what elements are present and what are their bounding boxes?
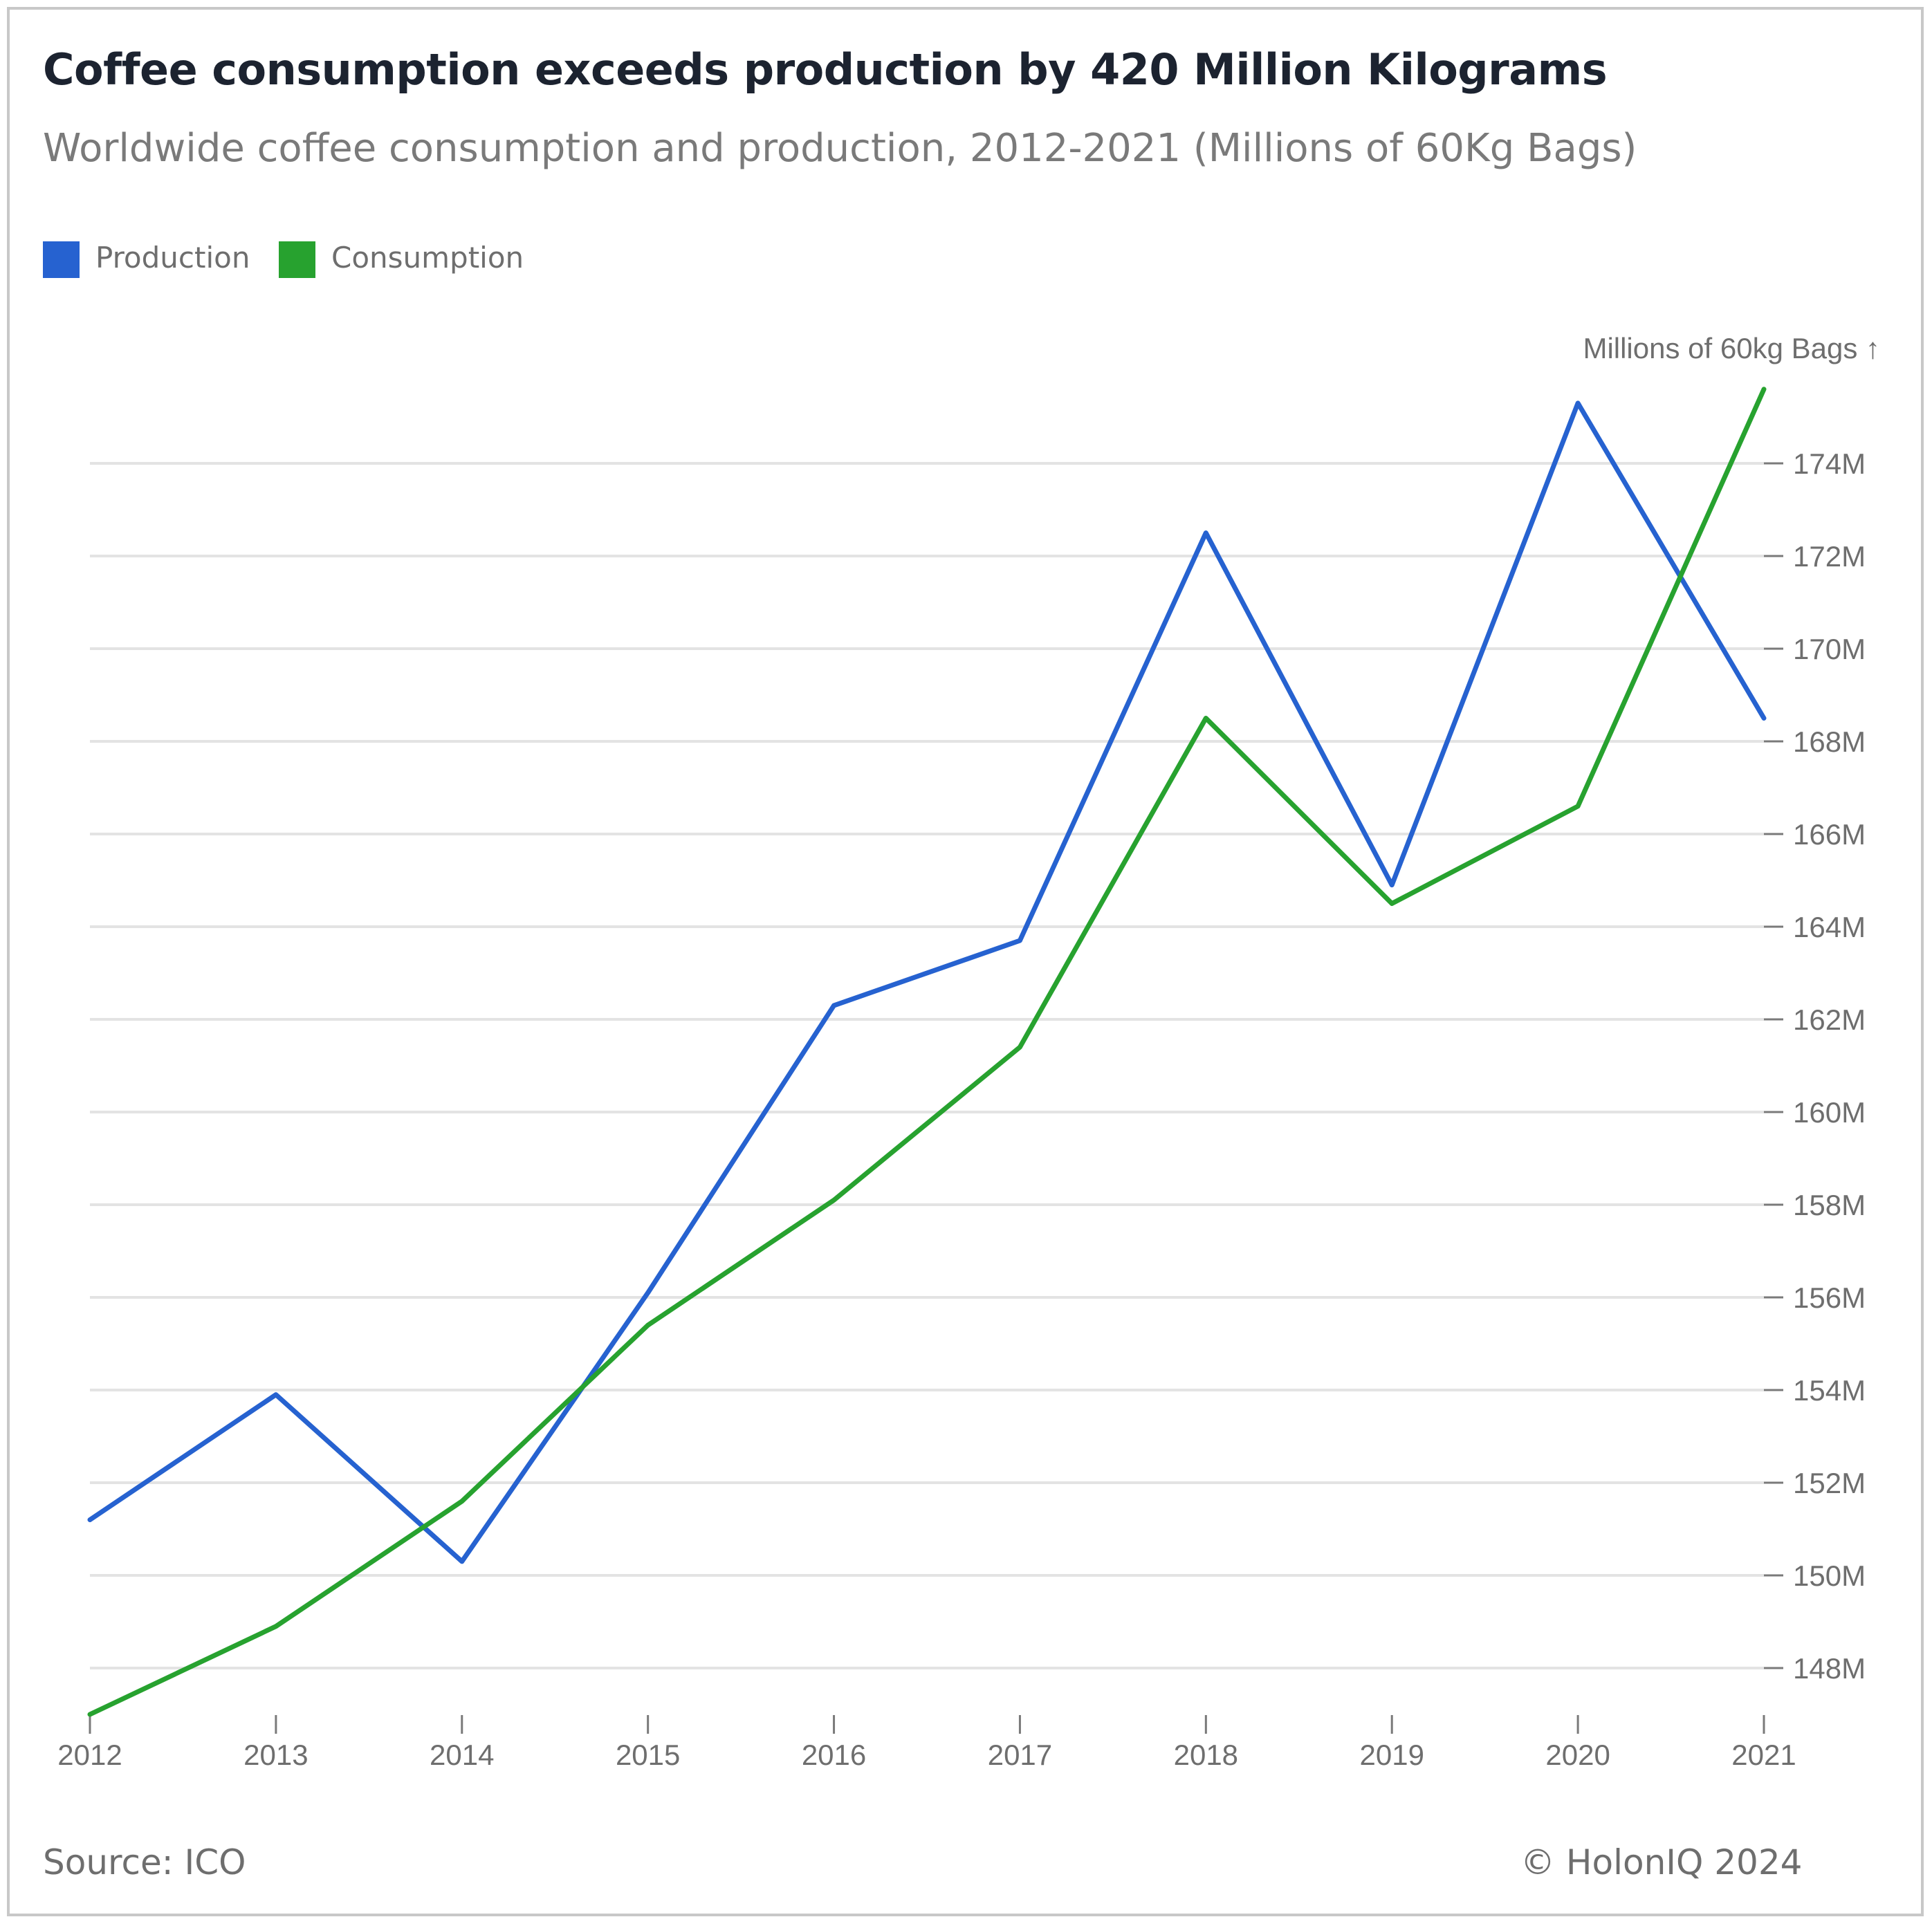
legend-label-consumption: Consumption [331,241,524,275]
x-tick-label-2017: 2017 [988,1739,1052,1771]
x-tick-label-2012: 2012 [57,1739,122,1771]
y-tick-label-152: 152M [1793,1467,1866,1499]
x-tick-label-2014: 2014 [430,1739,494,1771]
y-tick-label-170: 170M [1793,633,1866,665]
x-tick-label-2021: 2021 [1731,1739,1796,1771]
legend-label-production: Production [95,241,250,275]
chart-title: Coffee consumption exceeds production by… [43,44,1608,95]
x-tick-label-2018: 2018 [1174,1739,1238,1771]
y-tick-label-160: 160M [1793,1096,1866,1129]
x-tick-label-2016: 2016 [802,1739,866,1771]
y-tick-label-164: 164M [1793,911,1866,943]
x-tick-label-2019: 2019 [1360,1739,1424,1771]
x-tick-label-2015: 2015 [616,1739,680,1771]
y-tick-label-158: 158M [1793,1189,1866,1221]
legend-swatch-production [43,241,80,278]
y-tick-label-166: 166M [1793,818,1866,851]
y-tick-label-156: 156M [1793,1281,1866,1314]
y-tick-label-162: 162M [1793,1003,1866,1036]
series-line-production [87,400,1767,1564]
source-note: Source: ICO [43,1842,246,1882]
legend-swatch-consumption [279,241,315,278]
y-tick-label-172: 172M [1793,540,1866,573]
y-axis-label: Millions of 60kg Bags ↑ [1583,332,1880,364]
series-line-consumption [87,387,1767,1717]
y-tick-label-174: 174M [1793,447,1866,480]
x-tick-label-2013: 2013 [243,1739,308,1771]
y-tick-label-148: 148M [1793,1652,1866,1685]
y-tick-label-154: 154M [1793,1374,1866,1407]
chart-subtitle: Worldwide coffee consumption and product… [43,126,1637,171]
y-tick-label-150: 150M [1793,1559,1866,1592]
y-tick-label-168: 168M [1793,725,1866,758]
x-tick-label-2020: 2020 [1545,1739,1610,1771]
copyright-note: © HolonIQ 2024 [1520,1842,1803,1882]
